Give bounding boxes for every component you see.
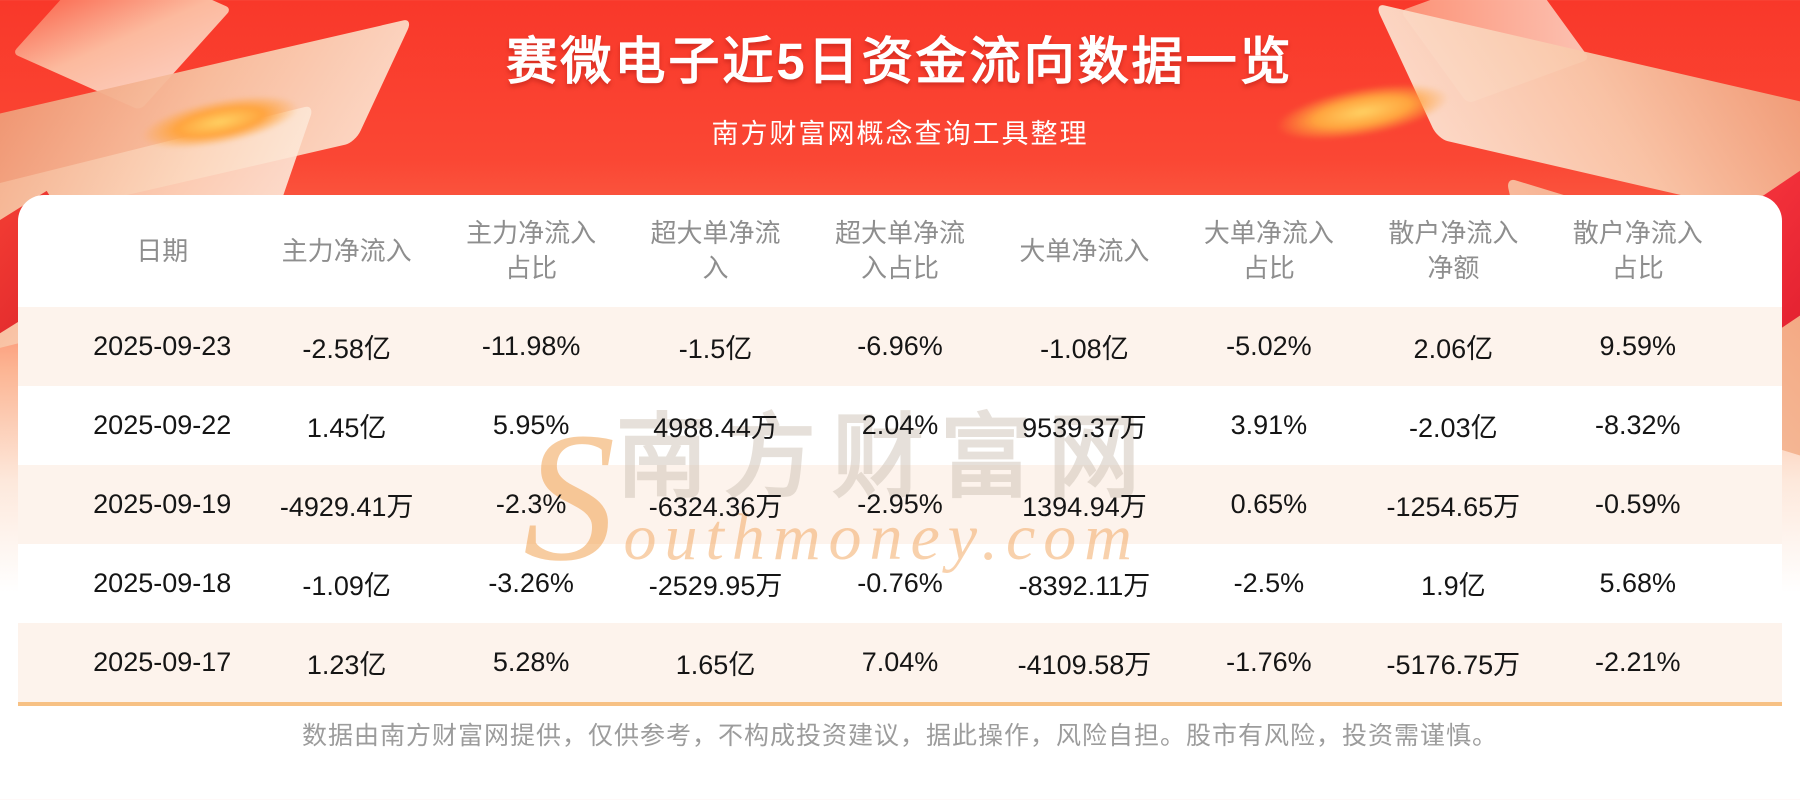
- table-cell: 7.04%: [861, 647, 939, 677]
- table-cell: -2.5%: [1233, 568, 1305, 598]
- table-cell: 1.23亿: [306, 650, 387, 680]
- table-cell: -2.95%: [857, 489, 943, 519]
- table-cell: 2025-09-18: [93, 568, 232, 598]
- table-body: 2025-09-23 -2.58亿 -11.98% -1.5亿 -6.96% -1.08亿…: [18, 307, 1782, 702]
- table-cell: -8.32%: [1594, 410, 1681, 440]
- table-cell: 2.06亿: [1413, 334, 1494, 364]
- banner: 赛微电子近5日资金流向数据一览 南方财富网概念查询工具整理: [0, 0, 1800, 151]
- table-cell: -5.02%: [1226, 331, 1312, 361]
- table-cell: -6.96%: [857, 331, 943, 361]
- table-cell: 2.04%: [861, 410, 939, 440]
- table-cell: -3.26%: [488, 568, 574, 598]
- table-cell: -1.76%: [1226, 647, 1312, 677]
- table-cell: 5.95%: [492, 410, 570, 440]
- column-header: 超大单净流入: [650, 218, 781, 283]
- table-cell: 5.68%: [1599, 568, 1677, 598]
- table-cell: 2025-09-17: [93, 647, 232, 677]
- table-cell: -11.98%: [481, 331, 581, 361]
- table-cell: -1.08亿: [1040, 334, 1129, 364]
- table-cell: -8392.11万: [1018, 571, 1151, 601]
- table-cell: -2529.95万: [648, 571, 783, 601]
- table-cell: -0.59%: [1594, 489, 1681, 519]
- page-title: 赛微电子近5日资金流向数据一览: [506, 33, 1294, 90]
- column-header: 日期: [136, 235, 189, 266]
- table-cell: -1.09亿: [302, 571, 391, 601]
- table-cell: 1.9亿: [1421, 571, 1486, 601]
- table-cell: 5.28%: [492, 647, 570, 677]
- table-cell: 9539.37万: [1022, 413, 1147, 443]
- table-row: 2025-09-17 1.23亿 5.28% 1.65亿 7.04% -4109.58万 -…: [18, 623, 1782, 702]
- table-cell: -2.21%: [1594, 647, 1681, 677]
- column-header: 超大单净流入占比: [834, 218, 965, 283]
- table-row: 2025-09-19 -4929.41万 -2.3% -6324.36万 -2.95% 1…: [18, 465, 1782, 544]
- table-row: 2025-09-23 -2.58亿 -11.98% -1.5亿 -6.96% -1.08亿…: [18, 307, 1782, 386]
- table-cell: -2.58亿: [302, 334, 391, 364]
- column-header: 大单净流入占比: [1203, 218, 1334, 283]
- table-cell: 0.65%: [1230, 489, 1308, 519]
- table-cell: 1.65亿: [675, 650, 756, 680]
- table-cell: -5176.75万: [1386, 650, 1521, 680]
- table-cell: 2025-09-19: [93, 489, 232, 519]
- column-header: 散户净流入净额: [1388, 218, 1519, 283]
- table-cell: -4109.58万: [1017, 650, 1152, 680]
- page-subtitle: 南方财富网概念查询工具整理: [711, 119, 1089, 149]
- column-header: 主力净流入占比: [466, 218, 597, 283]
- table-cell: 2025-09-22: [93, 410, 232, 440]
- table-cell: -4929.41万: [279, 492, 414, 522]
- table-cell: 1394.94万: [1022, 492, 1147, 522]
- column-header: 散户净流入占比: [1572, 218, 1703, 283]
- table-cell: -0.76%: [857, 568, 943, 598]
- table-cell: -2.03亿: [1409, 413, 1498, 443]
- table-cell: -2.3%: [495, 489, 567, 519]
- column-header: 大单净流入: [1019, 235, 1150, 266]
- table-cell: 1.45亿: [306, 413, 387, 443]
- table-header-row: 日期 主力净流入 主力净流入占比 超大单净流入 超大单净流入占比 大单净流入 大单净流入占比…: [18, 195, 1782, 307]
- table-cell: -1.5亿: [678, 334, 753, 364]
- column-header: 主力净流入: [281, 235, 412, 266]
- table-cell: 2025-09-23: [93, 331, 232, 361]
- fund-flow-table: 日期 主力净流入 主力净流入占比 超大单净流入 超大单净流入占比 大单净流入 大单净流入占比…: [18, 195, 1782, 706]
- table-cell: -1254.65万: [1386, 492, 1521, 522]
- disclaimer-text: 数据由南方财富网提供，仅供参考，不构成投资建议，据此操作，风险自担。股市有风险，…: [301, 722, 1498, 750]
- table-row: 2025-09-18 -1.09亿 -3.26% -2529.95万 -0.76% -83…: [18, 544, 1782, 623]
- table-row: 2025-09-22 1.45亿 5.95% 4988.44万 2.04% 9539.37…: [18, 386, 1782, 465]
- table-cell: -6324.36万: [648, 492, 783, 522]
- table-cell: 3.91%: [1230, 410, 1308, 440]
- table-cell: 4988.44万: [653, 413, 778, 443]
- table-cell: 9.59%: [1599, 331, 1677, 361]
